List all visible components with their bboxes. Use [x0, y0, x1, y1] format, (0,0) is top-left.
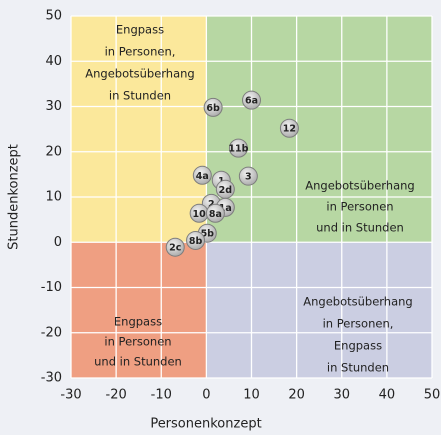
y-tick-label: -20	[41, 325, 62, 340]
y-tick-label: 30	[45, 99, 62, 114]
point	[165, 237, 185, 257]
y-tick-label: 10	[45, 190, 62, 205]
quadrant-label: in Stunden	[109, 89, 171, 103]
quadrant-label: in Stunden	[327, 361, 389, 375]
quadrant-label: Angebotsüberhang	[85, 67, 194, 81]
quadrant-label: in Personen,	[323, 317, 394, 331]
point-label: 5b	[201, 229, 215, 240]
x-axis-label: Personenkonzept	[150, 417, 261, 432]
quadrant-label: Engpass	[334, 339, 382, 353]
x-tick-label: 30	[333, 388, 350, 403]
quadrant-label: und in Stunden	[94, 355, 182, 369]
quadrant	[206, 242, 432, 378]
x-tick-label: -10	[151, 388, 172, 403]
point-label: 2d	[219, 185, 232, 196]
point-label: 11b	[228, 144, 248, 155]
x-tick-label: 0	[202, 388, 210, 403]
quadrant-label: in Personen	[104, 335, 171, 349]
y-tick-label: 0	[54, 235, 62, 250]
point	[279, 118, 299, 138]
x-tick-label: 40	[379, 388, 396, 403]
y-tick-label: -30	[41, 371, 62, 386]
point-label: 6b	[206, 103, 220, 114]
x-tick-label: -30	[60, 388, 81, 403]
point-label: 12	[283, 124, 296, 135]
point	[192, 165, 212, 185]
point-label: 8b	[189, 236, 203, 247]
quadrant-label: Angebotsüberhang	[305, 179, 414, 193]
quadrant	[71, 16, 207, 243]
point	[238, 166, 258, 186]
x-tick-label: 50	[424, 388, 441, 403]
x-tick-label: 10	[243, 388, 260, 403]
x-tick-label: -20	[106, 388, 127, 403]
point	[228, 138, 248, 158]
quadrant	[206, 16, 432, 243]
point-label: 8a	[209, 209, 222, 220]
y-tick-label: 40	[45, 54, 62, 69]
quadrant	[71, 242, 207, 378]
point	[242, 90, 261, 110]
point-label: 3	[245, 172, 252, 183]
point-label: 2c	[169, 243, 181, 254]
y-tick-label: -10	[41, 280, 62, 295]
y-axis-label: Stundenkonzept	[7, 144, 22, 250]
quadrant-label: in Personen,	[105, 45, 176, 59]
y-tick-label: 50	[45, 9, 62, 24]
quadrant-label: Engpass	[114, 315, 162, 329]
quadrant-label: und in Stunden	[316, 221, 404, 235]
point	[205, 203, 225, 223]
point	[186, 230, 206, 250]
point-label: 6a	[245, 96, 258, 107]
quadrant-label: Engpass	[116, 23, 164, 37]
quadrant-label: Angebotsüberhang	[303, 295, 412, 309]
point-label: 1a	[219, 203, 232, 214]
y-tick-label: 20	[45, 144, 62, 159]
x-tick-label: 20	[288, 388, 305, 403]
point-label: 10	[193, 209, 207, 220]
quadrant-label: in Personen	[326, 200, 393, 214]
point-label: 2	[208, 199, 215, 210]
point-label: 4a	[196, 171, 209, 182]
point	[203, 97, 223, 117]
